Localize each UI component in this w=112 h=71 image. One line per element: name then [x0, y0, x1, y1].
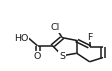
Text: S: S [59, 52, 65, 61]
Text: F: F [87, 33, 92, 42]
Text: HO: HO [14, 34, 28, 43]
Text: Cl: Cl [51, 24, 60, 32]
Text: O: O [34, 52, 41, 61]
